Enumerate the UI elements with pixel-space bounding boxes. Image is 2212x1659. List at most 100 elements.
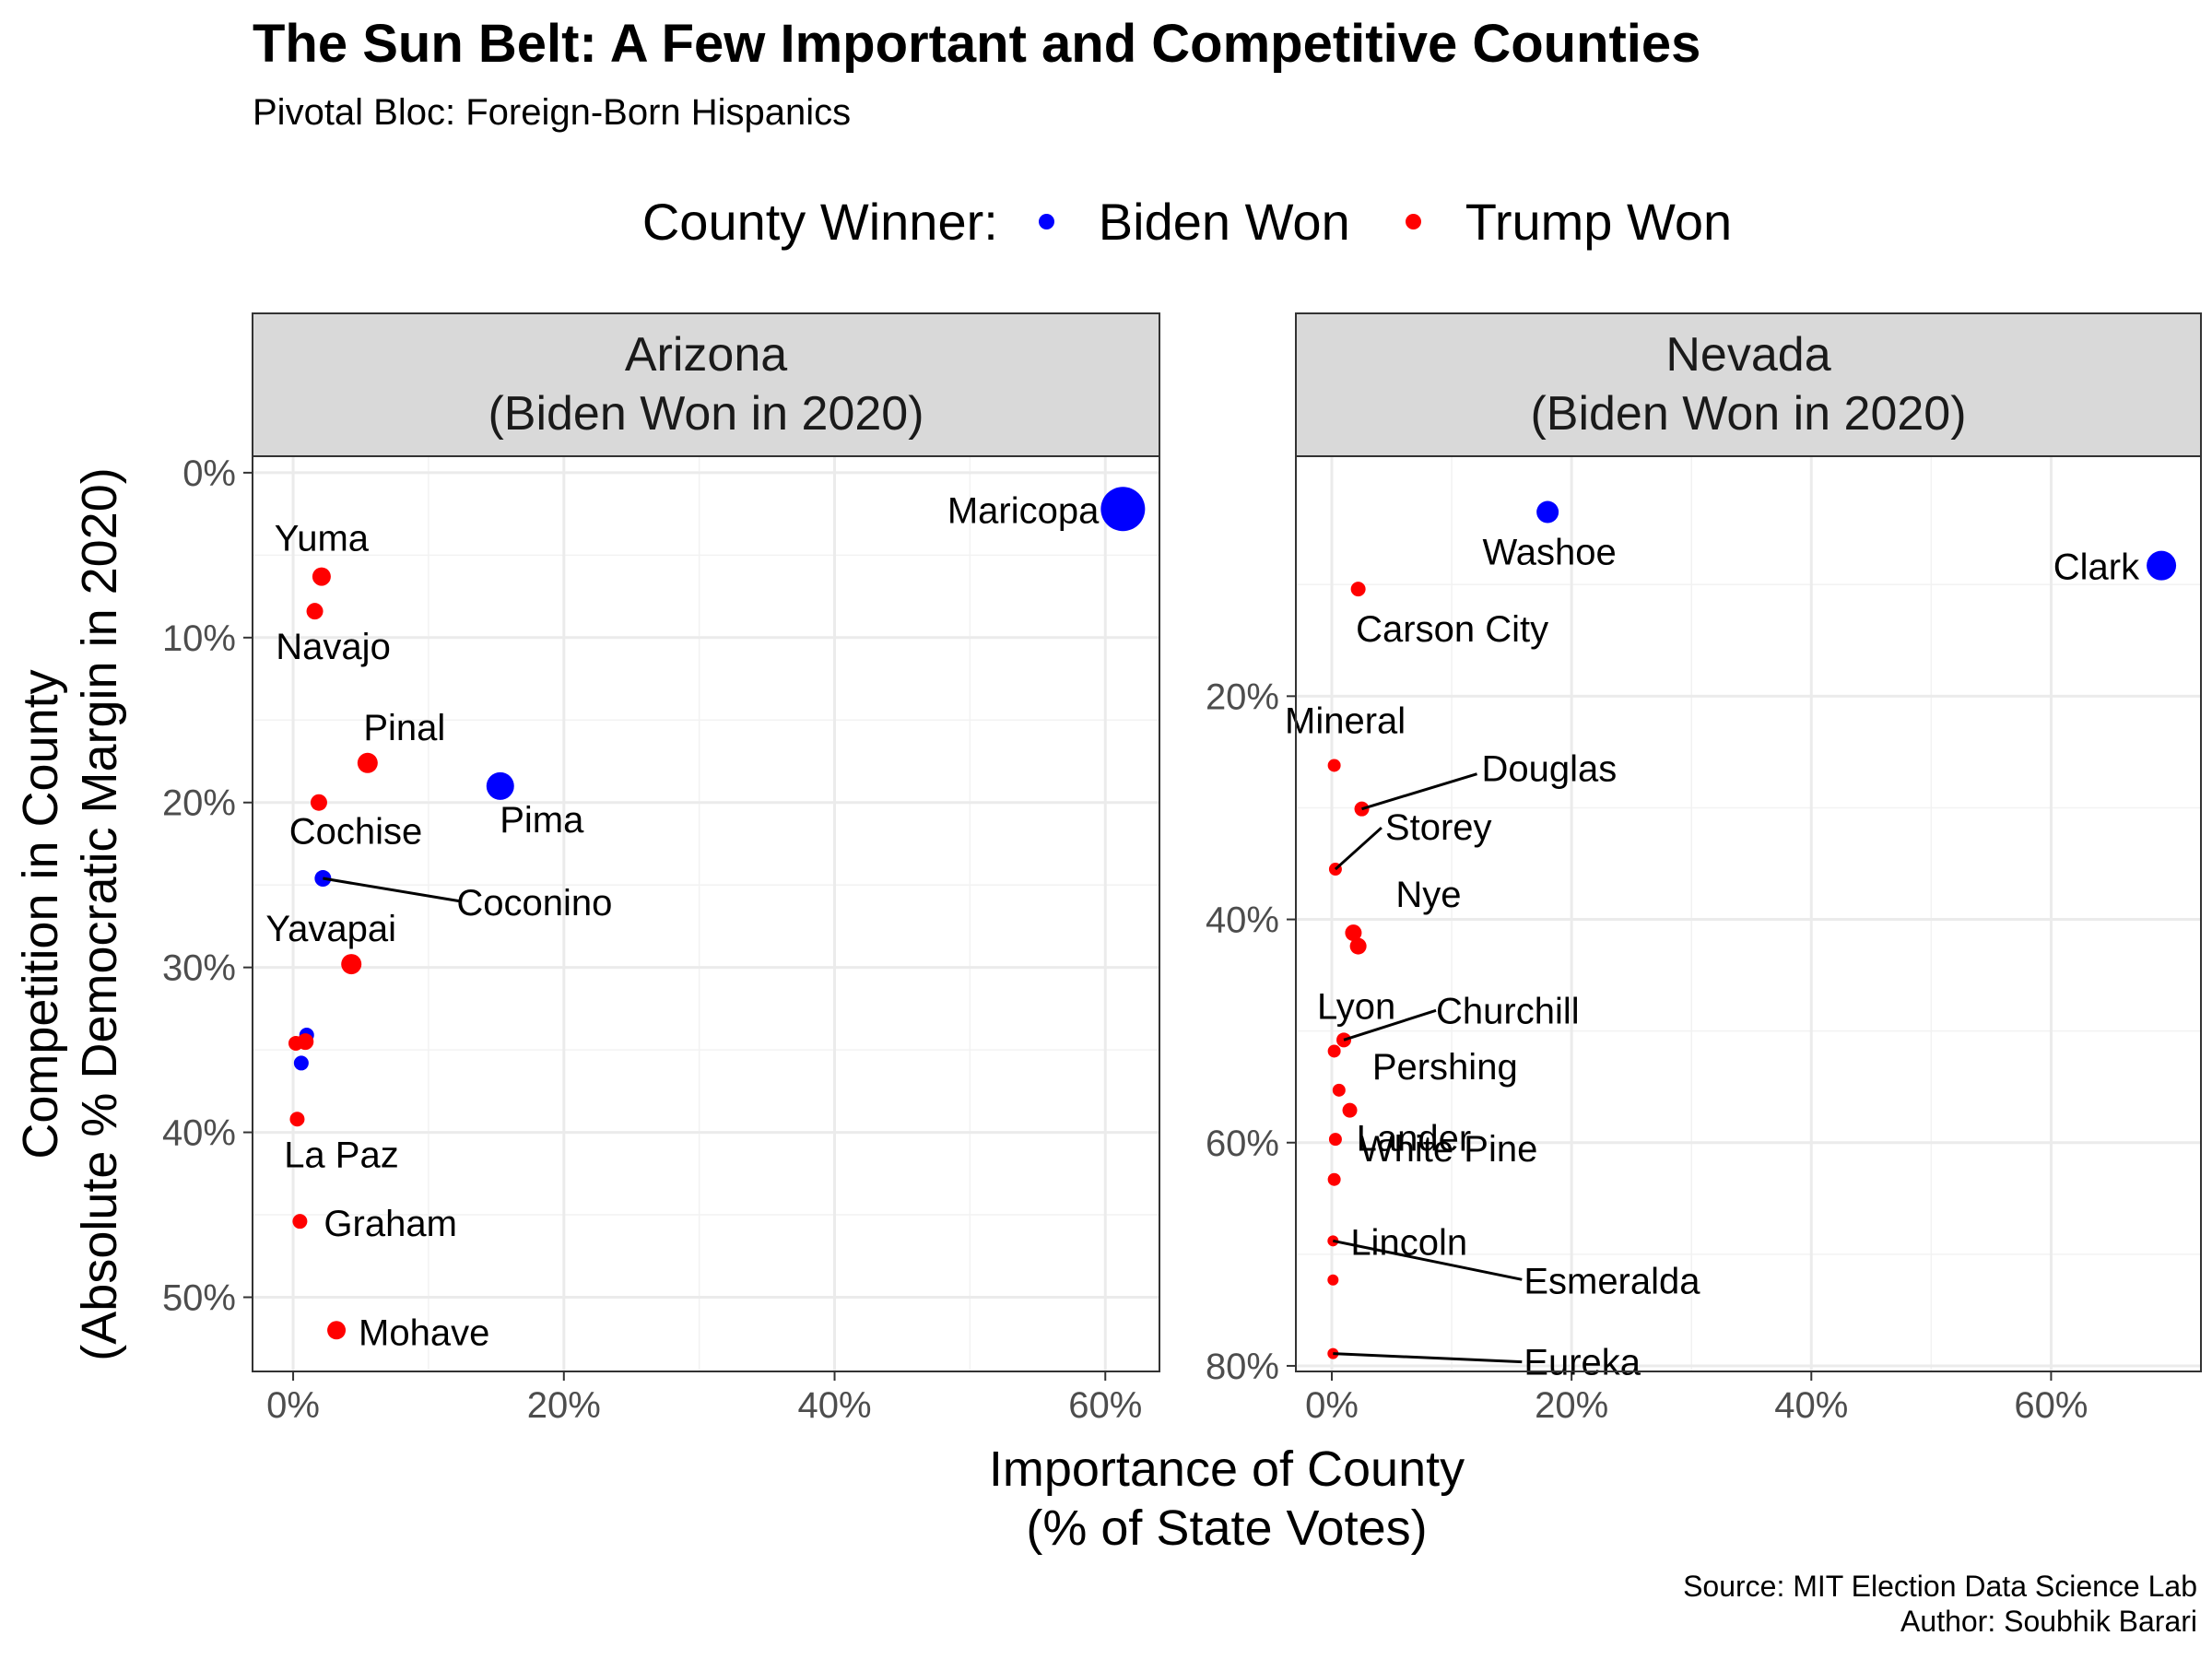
y-tick-label-nevada-40: 40% bbox=[1206, 900, 1279, 941]
point-graham bbox=[292, 1214, 308, 1230]
y-axis-title-0: Competition in County bbox=[13, 669, 68, 1159]
legend-item-trump: Trump Won bbox=[1405, 192, 1733, 252]
legend-key-trump-dot bbox=[1405, 213, 1421, 229]
y-tick-label-nevada-80: 80% bbox=[1206, 1347, 1279, 1387]
point-lyon bbox=[1327, 1044, 1341, 1058]
y-axis-title-1: (Absolute % Democratic Margin in 2020) bbox=[72, 467, 127, 1360]
point-carson-city bbox=[1350, 582, 1366, 597]
legend: County Winner: Biden Won Trump Won bbox=[0, 184, 2212, 258]
point-label-nye: Nye bbox=[1395, 875, 1461, 915]
legend-title: County Winner: bbox=[641, 192, 998, 251]
caption-author: Author: Soubhik Barari bbox=[1900, 1605, 2197, 1638]
point-label-lincoln: Lincoln bbox=[1350, 1223, 1467, 1264]
point-label-lander: Lander bbox=[1357, 1119, 1472, 1159]
point-mohave bbox=[327, 1321, 347, 1340]
point-eureka bbox=[1327, 1274, 1339, 1286]
point-elko bbox=[1349, 937, 1367, 955]
point-label-storey: Storey bbox=[1385, 807, 1492, 848]
point-label-graham: Graham bbox=[324, 1204, 457, 1244]
x-tick-label-nevada-60: 60% bbox=[2014, 1385, 2088, 1426]
panel-background-arizona bbox=[253, 456, 1159, 1371]
x-axis-title-1: (% of State Votes) bbox=[1026, 1500, 1427, 1556]
point-label-mohave: Mohave bbox=[359, 1312, 489, 1353]
point-navajo bbox=[306, 603, 324, 620]
point-label-eureka: Eureka bbox=[1524, 1343, 1641, 1383]
strip-arizona bbox=[252, 312, 1160, 457]
x-tick-label-arizona-0: 0% bbox=[266, 1385, 320, 1426]
x-tick-label-nevada-20: 20% bbox=[1535, 1385, 1608, 1426]
x-tick-label-arizona-20: 20% bbox=[527, 1385, 601, 1426]
point-clark bbox=[2147, 550, 2177, 581]
legend-item-biden: Biden Won bbox=[1038, 192, 1350, 252]
point-yavapai bbox=[341, 954, 362, 975]
chart-title: The Sun Belt: A Few Important and Compet… bbox=[253, 14, 1701, 74]
y-tick-label-arizona-0: 0% bbox=[182, 453, 236, 494]
point-white-pine bbox=[1328, 1133, 1342, 1147]
x-axis-title-0: Importance of County bbox=[989, 1441, 1465, 1497]
x-tick-label-arizona-60: 60% bbox=[1068, 1385, 1142, 1426]
point-label-la-paz: La Paz bbox=[284, 1135, 399, 1175]
chart-subtitle: Pivotal Bloc: Foreign-Born Hispanics bbox=[253, 92, 852, 133]
point-label-churchill: Churchill bbox=[1436, 991, 1580, 1031]
point-label-clark: Clark bbox=[2053, 547, 2140, 588]
point-apache bbox=[293, 1055, 309, 1071]
point-lander bbox=[1327, 1172, 1341, 1186]
point-label-mineral: Mineral bbox=[1285, 700, 1406, 741]
panel-border-nevada bbox=[1295, 455, 2202, 1372]
point-label-yavapai: Yavapai bbox=[265, 909, 396, 949]
y-tick-label-nevada-20: 20% bbox=[1206, 677, 1279, 717]
y-tick-label-arizona-30: 30% bbox=[162, 948, 236, 989]
leader-line-esmeralda bbox=[1333, 1239, 1523, 1281]
point-pinal bbox=[357, 752, 378, 773]
point-label-coconino: Coconino bbox=[456, 883, 612, 924]
point-cochise bbox=[310, 794, 327, 811]
point-nye bbox=[1345, 924, 1362, 942]
point-pima bbox=[486, 771, 514, 800]
point-label-lyon: Lyon bbox=[1317, 986, 1395, 1027]
leader-line-douglas bbox=[1361, 772, 1477, 811]
strip-label-arizona-1: (Biden Won in 2020) bbox=[488, 387, 924, 441]
strip-label-nevada-1: (Biden Won in 2020) bbox=[1530, 387, 1966, 441]
x-tick-label-nevada-0: 0% bbox=[1305, 1385, 1359, 1426]
x-tick-label-nevada-40: 40% bbox=[1774, 1385, 1848, 1426]
point-label-carson-city: Carson City bbox=[1356, 609, 1548, 650]
legend-key-biden-dot bbox=[1038, 213, 1054, 229]
strip-label-arizona-0: Arizona bbox=[625, 328, 787, 382]
point-yuma bbox=[312, 567, 331, 586]
leader-line-churchill bbox=[1343, 1008, 1437, 1041]
point-label-maricopa: Maricopa bbox=[947, 490, 1100, 531]
leader-line-storey bbox=[1334, 826, 1382, 871]
panel-arizona: Arizona(Biden Won in 2020) 0% 20% 40% 60% 0% 1… bbox=[162, 312, 1160, 1426]
point-mineral bbox=[1327, 759, 1341, 772]
leader-line-eureka bbox=[1333, 1352, 1523, 1364]
point-label-pershing: Pershing bbox=[1372, 1047, 1518, 1088]
y-tick-label-nevada-60: 60% bbox=[1206, 1124, 1279, 1164]
x-tick-label-arizona-40: 40% bbox=[797, 1385, 871, 1426]
y-tick-label-arizona-40: 40% bbox=[162, 1113, 236, 1154]
panel-border-arizona bbox=[252, 455, 1160, 1372]
caption-source: Source: MIT Election Data Science Lab bbox=[1683, 1570, 2197, 1603]
point-la-paz bbox=[289, 1112, 305, 1127]
strip-label-nevada-0: Nevada bbox=[1665, 328, 1830, 382]
point-label-esmeralda: Esmeralda bbox=[1524, 1261, 1700, 1301]
point-washoe bbox=[1536, 500, 1559, 524]
legend-label-trump: Trump Won bbox=[1465, 192, 1733, 251]
point-label-yuma: Yuma bbox=[275, 519, 370, 559]
point-label-douglas: Douglas bbox=[1482, 749, 1618, 790]
point-label-white-pine: White Pine bbox=[1359, 1129, 1537, 1170]
point-pershing bbox=[1332, 1083, 1346, 1097]
legend-label-biden: Biden Won bbox=[1098, 192, 1350, 251]
point-humboldt bbox=[1342, 1102, 1358, 1118]
caption: Source: MIT Election Data Science Lab Au… bbox=[1683, 1569, 2197, 1639]
point-label-pinal: Pinal bbox=[363, 708, 445, 748]
point-label-washoe: Washoe bbox=[1483, 533, 1617, 573]
panel-nevada: Nevada(Biden Won in 2020) 0% 20% 40% 60% 20% 4… bbox=[1206, 312, 2202, 1426]
point-greenlee bbox=[297, 1033, 314, 1051]
point-label-cochise: Cochise bbox=[289, 812, 423, 853]
y-tick-label-arizona-20: 20% bbox=[162, 783, 236, 824]
leader-line-coconino bbox=[323, 877, 462, 903]
point-maricopa bbox=[1100, 487, 1146, 532]
point-label-navajo: Navajo bbox=[276, 627, 391, 667]
y-tick-label-arizona-50: 50% bbox=[162, 1277, 236, 1318]
